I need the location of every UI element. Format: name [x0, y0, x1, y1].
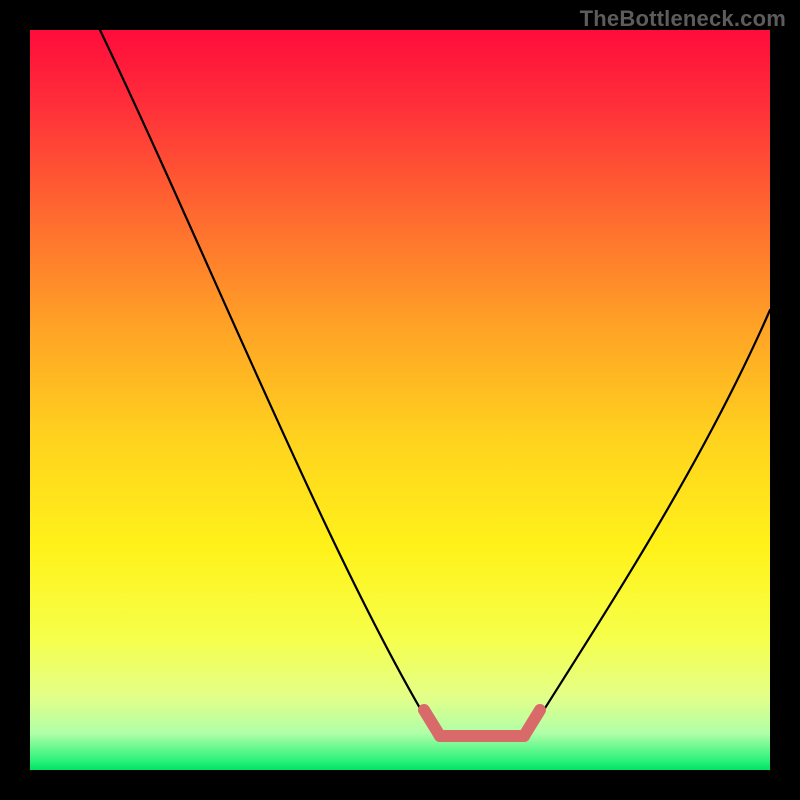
chart-frame: TheBottleneck.com	[0, 0, 800, 800]
plot-background	[30, 30, 770, 770]
bottleneck-curve-chart	[0, 0, 800, 800]
